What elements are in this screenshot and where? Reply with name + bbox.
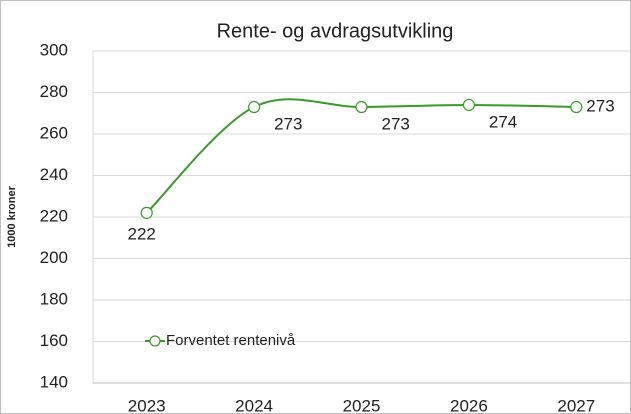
data-label: 273	[382, 115, 410, 134]
x-tick-label: 2025	[343, 396, 381, 414]
data-label: 273	[586, 97, 614, 116]
marker	[248, 100, 261, 114]
y-tick-label: 300	[40, 40, 68, 59]
chart-title: Rente- og avdragsutvikling	[217, 20, 454, 42]
x-tick-label: 2024	[235, 396, 273, 414]
y-tick-label: 140	[40, 372, 68, 391]
x-tick-label: 2027	[557, 396, 595, 414]
marker	[462, 98, 475, 112]
legend-marker	[149, 335, 161, 347]
x-tick-label: 2026	[450, 396, 488, 414]
legend-label: Forventet rentenivå	[166, 332, 296, 349]
y-tick-label: 220	[40, 206, 68, 225]
marker	[570, 100, 583, 114]
y-tick-label: 260	[40, 123, 68, 142]
x-tick-label: 2023	[128, 396, 166, 414]
y-axis-label: 1000 kroner	[6, 185, 18, 247]
y-tick-label: 240	[40, 165, 68, 184]
y-tick-label: 200	[40, 248, 68, 267]
data-label: 274	[489, 112, 517, 131]
marker	[355, 100, 368, 114]
data-label: 273	[274, 115, 302, 134]
y-tick-label: 180	[40, 289, 68, 308]
y-tick-label: 280	[40, 82, 68, 101]
marker	[140, 206, 153, 219]
data-label: 222	[128, 224, 156, 243]
y-tick-label: 160	[40, 331, 68, 350]
